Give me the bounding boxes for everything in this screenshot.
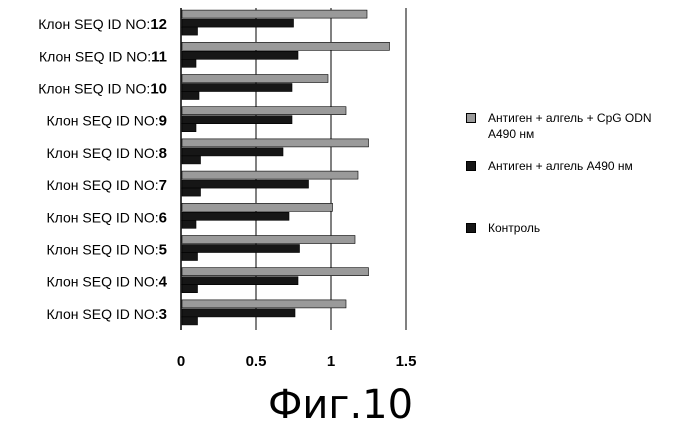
category-label-4: Клон SEQ ID NO:6 xyxy=(47,209,167,226)
bar-series-3-category-10 xyxy=(182,27,198,35)
legend: Антиген + алгель + CpG ODN A490 нм Антиг… xyxy=(466,110,696,236)
bar-series-1-category-3 xyxy=(182,236,355,244)
bar-series-3-category-4 xyxy=(182,220,196,228)
bar-series-1-category-8 xyxy=(182,75,328,83)
bar-series-2-category-10 xyxy=(182,19,294,27)
bar-series-2-category-5 xyxy=(182,180,309,188)
category-label-2: Клон SEQ ID NO:4 xyxy=(47,274,168,291)
bar-series-3-category-7 xyxy=(182,124,196,132)
bar-series-1-category-7 xyxy=(182,107,346,115)
bar-series-2-category-4 xyxy=(182,212,289,220)
bar-series-3-category-1 xyxy=(182,317,198,325)
bar-series-2-category-9 xyxy=(182,51,298,59)
bar-series-3-category-2 xyxy=(182,285,198,293)
bar-series-2-category-1 xyxy=(182,309,295,317)
category-label-3: Клон SEQ ID NO:5 xyxy=(47,242,167,259)
legend-item-series-3: Контроль xyxy=(466,220,696,236)
x-tick-label-1: 0 xyxy=(177,353,185,370)
bar-series-3-category-3 xyxy=(182,253,198,261)
bar-series-1-category-4 xyxy=(182,203,333,211)
legend-label-series-2: Антиген + алгель A490 нм xyxy=(488,158,696,174)
bar-series-3-category-8 xyxy=(182,92,199,100)
category-label-10: Клон SEQ ID NO:12 xyxy=(38,16,167,33)
legend-swatch-series-1 xyxy=(466,113,476,123)
bar-series-1-category-6 xyxy=(182,139,369,147)
legend-label-series-1-line-2: A490 нм xyxy=(488,126,696,142)
legend-label-series-3: Контроль xyxy=(488,220,696,236)
x-tick-label-3: 1 xyxy=(327,353,335,370)
category-label-7: Клон SEQ ID NO:9 xyxy=(47,113,167,130)
bar-series-3-category-9 xyxy=(182,59,196,67)
legend-swatch-series-3 xyxy=(466,223,476,233)
bar-series-2-category-3 xyxy=(182,245,300,253)
legend-item-series-2: Антиген + алгель A490 нм xyxy=(466,158,696,220)
bar-series-3-category-6 xyxy=(182,156,201,164)
bar-series-1-category-1 xyxy=(182,300,346,308)
bar-series-3-category-5 xyxy=(182,188,201,196)
category-label-8: Клон SEQ ID NO:10 xyxy=(38,81,167,98)
bar-series-2-category-8 xyxy=(182,84,292,92)
bar-series-1-category-10 xyxy=(182,10,367,18)
x-tick-label-4: 1.5 xyxy=(396,353,417,370)
category-label-9: Клон SEQ ID NO:11 xyxy=(39,48,167,65)
bar-series-2-category-6 xyxy=(182,148,283,156)
legend-label-series-1-line-1: Антиген + алгель + CpG ODN xyxy=(488,110,696,126)
bar-series-1-category-9 xyxy=(182,42,390,50)
bar-series-2-category-7 xyxy=(182,116,292,124)
bar-series-1-category-2 xyxy=(182,268,369,276)
legend-swatch-series-2 xyxy=(466,161,476,171)
bar-series-2-category-2 xyxy=(182,277,298,285)
x-tick-label-2: 0.5 xyxy=(246,353,267,370)
category-label-5: Клон SEQ ID NO:7 xyxy=(47,177,167,194)
figure-caption: Фиг.10 xyxy=(268,382,413,428)
category-label-1: Клон SEQ ID NO:3 xyxy=(47,306,167,323)
legend-item-series-1: Антиген + алгель + CpG ODN A490 нм xyxy=(466,110,696,158)
category-label-6: Клон SEQ ID NO:8 xyxy=(47,145,167,162)
bar-series-1-category-5 xyxy=(182,171,358,179)
